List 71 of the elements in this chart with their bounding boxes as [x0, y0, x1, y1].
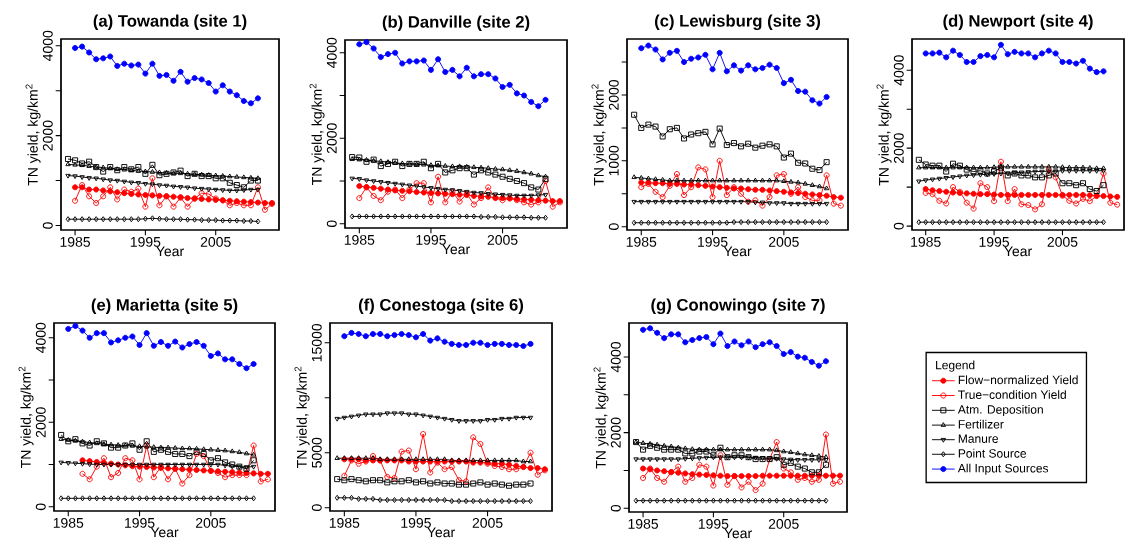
y-tick-label: 0: [610, 504, 621, 512]
x-tick-label: 1985: [60, 236, 91, 247]
x-axis-title: Year: [442, 244, 470, 255]
y-tick-label: 15000: [311, 323, 322, 362]
legend-label: Fertilizer: [958, 419, 1004, 429]
x-tick-label: 2005: [487, 234, 518, 245]
y-tick-label: 5000: [311, 437, 322, 468]
y-tick-label: 0: [326, 220, 337, 228]
x-tick-label: 2005: [768, 518, 799, 529]
x-tick-label: 2005: [472, 517, 503, 528]
chart-title: (d) Newport (site 4): [943, 14, 1093, 31]
y-tick-label: 2000: [42, 120, 53, 151]
legend-label: All Input Sources: [957, 463, 1049, 475]
y-axis-title: TN yield, kg/km$^{2}$: [25, 84, 41, 186]
y-tick-label: 4000: [42, 30, 53, 61]
chart-title: (c) Lewisburg (site 3): [655, 14, 821, 31]
x-tick-label: 1985: [344, 234, 375, 245]
legend-label: Point Source: [958, 448, 1027, 458]
legend-label: Atm. Deposition: [957, 404, 1043, 417]
x-tick-label: 1985: [628, 518, 659, 529]
x-tick-label: 1995: [130, 236, 161, 247]
x-tick-label: 1985: [329, 517, 360, 528]
x-tick-label: 1995: [125, 517, 155, 528]
x-tick-label: 2005: [195, 517, 226, 528]
x-tick-label: 1995: [698, 518, 729, 529]
y-tick-label: 4000: [893, 55, 904, 86]
x-axis-title: Year: [427, 527, 455, 538]
y-tick-label: 0: [42, 222, 53, 229]
y-tick-label: 2000: [610, 417, 621, 448]
x-axis-title: Year: [724, 528, 752, 539]
x-axis-title: Year: [156, 246, 184, 257]
x-axis-title: Year: [723, 246, 752, 257]
chart-title: (b) Danville (site 2): [382, 15, 530, 32]
y-axis-title: TN yield, kg/km$^{2}$: [591, 84, 607, 186]
x-tick-label: 2005: [768, 236, 799, 247]
x-tick-label: 1995: [698, 236, 728, 247]
x-tick-label: 1985: [911, 236, 941, 247]
chart-title: (g) Conowingo (site 7): [651, 298, 825, 315]
legend-title: Legend: [936, 360, 975, 372]
y-tick-label: 4000: [326, 37, 337, 69]
y-axis-title: TN yield, kg/km$^{2}$: [309, 83, 325, 185]
x-tick-label: 1985: [626, 236, 657, 247]
x-axis-title: Year: [1004, 246, 1032, 257]
y-tick-label: 0: [893, 222, 904, 230]
y-tick-label: 2000: [35, 407, 46, 438]
y-tick-label: 4000: [35, 322, 46, 354]
chart-title: (f) Conestoga (site 6): [358, 298, 524, 315]
x-tick-label: 1985: [53, 517, 84, 528]
x-tick-label: 1995: [401, 517, 431, 528]
x-tick-label: 2005: [200, 236, 231, 247]
legend-label: Manure: [958, 434, 998, 443]
x-axis-title: Year: [150, 527, 179, 538]
chart-title: (a) Towanda (site 1): [93, 14, 247, 31]
y-axis-title: TN yield, kg/km$^{2}$: [593, 367, 609, 469]
y-tick-label: 0: [35, 503, 46, 511]
x-tick-label: 1995: [979, 236, 1010, 247]
y-tick-label: 2000: [893, 133, 904, 163]
x-tick-label: 2005: [1047, 236, 1078, 247]
y-axis-title: TN yield, kg/km$^{2}$: [294, 366, 310, 468]
chart-title: (e) Marietta (site 5): [91, 298, 238, 315]
y-tick-label: 1000: [608, 145, 619, 176]
y-axis-title: TN yield, kg/km$^{2}$: [18, 366, 34, 468]
y-tick-label: 2000: [326, 123, 337, 154]
y-tick-label: 0: [608, 223, 619, 231]
legend-label: Flow−normalized Yield: [958, 375, 1078, 385]
legend-label: True−condition Yield: [958, 390, 1066, 399]
y-tick-label: 2000: [608, 79, 619, 110]
y-tick-label: 4000: [610, 342, 621, 373]
y-axis-title: TN yield, kg/km$^{2}$: [876, 84, 892, 186]
y-tick-label: 0: [311, 504, 322, 512]
x-tick-label: 1995: [416, 234, 446, 245]
